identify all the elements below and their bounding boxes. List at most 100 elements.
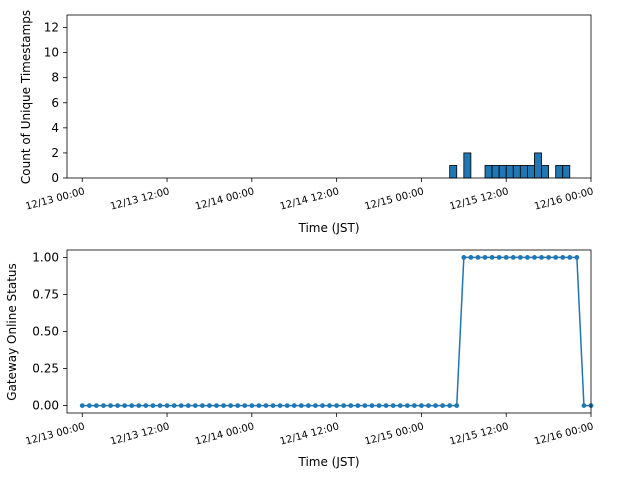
status-point (122, 403, 128, 408)
status-point (150, 403, 156, 408)
status-point (115, 403, 120, 408)
status-point (426, 403, 431, 408)
status-point (185, 403, 191, 408)
status-point (355, 403, 361, 408)
status-point (79, 403, 85, 408)
status-point (320, 403, 325, 408)
status-chart: 0.00 0.25 0.50 0.75 1.00 12/13 00:00 12/13 12… (5, 249, 595, 469)
status-xtick-label: 12/14 12:00 (279, 421, 341, 447)
status-point (581, 403, 587, 408)
status-point (454, 403, 460, 408)
count-bar (505, 165, 514, 179)
status-point (348, 403, 354, 408)
count-bar (534, 152, 542, 179)
count-xtick-label: 12/15 12:00 (448, 186, 510, 212)
status-x-axis-title: Time (JST) (297, 455, 359, 469)
count-bar (512, 165, 521, 179)
count-bar (498, 165, 507, 179)
status-point (207, 403, 212, 408)
status-point (397, 403, 403, 408)
status-point (86, 403, 92, 408)
status-point (489, 255, 495, 260)
status-point (376, 403, 382, 408)
status-line (82, 256, 591, 407)
status-point (369, 403, 375, 408)
status-point (327, 403, 332, 408)
count-bar (562, 165, 571, 179)
status-point (313, 403, 318, 408)
status-point (525, 255, 530, 260)
status-point (192, 403, 198, 408)
status-point (468, 255, 474, 260)
status-series (79, 255, 594, 408)
status-xtick-label: 12/16 00:00 (533, 421, 595, 447)
status-point (298, 403, 304, 408)
count-bars (449, 152, 571, 179)
status-point (475, 255, 481, 260)
status-point (235, 403, 241, 408)
status-xtick-label: 12/15 12:00 (448, 421, 510, 447)
count-xtick-label: 12/13 00:00 (24, 186, 86, 212)
status-point (228, 403, 234, 408)
count-ytick-label: 6 (51, 96, 59, 110)
status-plot-frame (66, 249, 592, 414)
count-ytick-label: 10 (44, 46, 59, 60)
count-y-axis: 0 2 4 6 8 10 12 (44, 21, 67, 185)
status-xtick-label: 12/13 12:00 (109, 421, 171, 447)
status-point (447, 403, 453, 408)
count-ytick-label: 0 (51, 171, 59, 185)
count-bar (463, 152, 472, 179)
status-point (362, 403, 368, 408)
status-xtick-label: 12/15 00:00 (364, 421, 426, 447)
status-point (242, 403, 248, 408)
status-point (546, 255, 552, 260)
status-point (440, 403, 446, 408)
status-point (136, 403, 142, 408)
count-bar (519, 165, 528, 179)
status-point (249, 403, 255, 408)
status-point (199, 403, 205, 408)
status-point (334, 403, 340, 408)
status-point (567, 255, 573, 260)
status-point (221, 403, 226, 408)
status-point (101, 403, 106, 408)
status-point (503, 255, 509, 260)
status-point (143, 403, 149, 408)
status-point (270, 403, 276, 408)
count-plot-frame (66, 14, 592, 179)
status-point (532, 255, 537, 260)
count-ytick-label: 4 (51, 121, 59, 135)
status-point (482, 255, 488, 260)
status-point (164, 403, 170, 408)
count-bar (541, 165, 550, 179)
count-bar (484, 165, 493, 179)
status-point (284, 403, 290, 408)
status-point (108, 403, 113, 408)
count-xtick-label: 12/15 00:00 (364, 186, 426, 212)
status-point (277, 403, 283, 408)
status-point (305, 403, 311, 408)
status-y-axis: 0.00 0.25 0.50 0.75 1.00 (32, 250, 67, 413)
status-point (93, 403, 99, 408)
status-point (129, 403, 135, 408)
status-point (411, 403, 417, 408)
status-point (291, 403, 297, 408)
status-point (433, 403, 438, 408)
count-xtick-label: 12/16 00:00 (533, 186, 595, 212)
status-point (461, 255, 467, 260)
status-point (390, 403, 396, 408)
status-ytick-label: 0.75 (32, 287, 59, 301)
status-ytick-label: 0.00 (32, 399, 59, 413)
count-xtick-label: 12/13 12:00 (109, 186, 171, 212)
status-point (517, 255, 523, 260)
status-point (157, 403, 163, 408)
status-point (256, 403, 262, 408)
status-point (574, 255, 580, 260)
count-x-axis-title: Time (JST) (297, 221, 359, 235)
status-point (171, 403, 177, 408)
count-y-axis-title: Count of Unique Timestamps (19, 10, 33, 184)
count-ytick-label: 12 (44, 21, 59, 35)
status-point (214, 403, 219, 408)
count-chart: 0 2 4 6 8 10 12 12/13 00:00 12/13 12:00 12/14 00… (19, 10, 595, 235)
